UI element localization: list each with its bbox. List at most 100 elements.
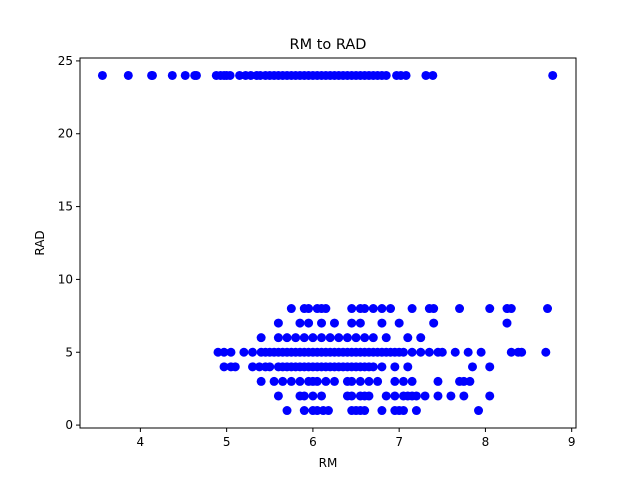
data-point	[312, 376, 322, 386]
point-layer	[97, 70, 558, 416]
data-point	[401, 70, 411, 80]
data-point	[502, 318, 512, 328]
data-point	[548, 70, 558, 80]
chart-title: RM to RAD	[290, 37, 367, 53]
x-tick-label: 8	[482, 435, 490, 449]
data-point	[256, 333, 266, 343]
data-point	[368, 362, 378, 372]
data-point	[273, 318, 283, 328]
data-point	[265, 362, 275, 372]
tick-layer: 4 5 6 7 8 9 0 5 10 15 20 25	[58, 54, 576, 449]
data-point	[278, 376, 288, 386]
data-point	[97, 70, 107, 80]
data-point	[459, 391, 469, 401]
data-point	[429, 304, 439, 314]
data-point	[360, 333, 370, 343]
data-point	[416, 347, 426, 357]
data-point	[219, 347, 229, 357]
data-point	[428, 70, 438, 80]
data-point	[420, 391, 430, 401]
data-point	[360, 304, 370, 314]
data-point	[304, 318, 314, 328]
data-point	[286, 304, 296, 314]
data-point	[368, 304, 378, 314]
data-point	[323, 406, 333, 416]
data-point	[334, 333, 344, 343]
data-point	[226, 347, 236, 357]
data-point	[381, 333, 391, 343]
data-point	[455, 304, 465, 314]
data-point	[390, 376, 400, 386]
data-point	[433, 391, 443, 401]
data-point	[239, 347, 249, 357]
data-point	[347, 376, 357, 386]
data-point	[347, 318, 357, 328]
x-axis-label: RM	[319, 456, 338, 470]
data-point	[377, 406, 387, 416]
data-point	[377, 304, 387, 314]
data-point	[342, 333, 352, 343]
data-point	[360, 406, 370, 416]
x-tick-label: 4	[137, 435, 145, 449]
data-point	[398, 347, 408, 357]
data-point	[474, 406, 484, 416]
data-point	[282, 406, 292, 416]
data-point	[308, 391, 318, 401]
data-point	[398, 376, 408, 386]
data-point	[467, 362, 477, 372]
data-point	[355, 376, 365, 386]
data-point	[180, 70, 190, 80]
data-point	[506, 347, 516, 357]
data-point	[390, 391, 400, 401]
data-point	[421, 70, 431, 80]
data-point	[321, 304, 331, 314]
data-point	[273, 333, 283, 343]
data-point	[347, 304, 357, 314]
data-point	[429, 318, 439, 328]
data-point	[351, 333, 361, 343]
data-point	[325, 333, 335, 343]
data-point	[394, 318, 404, 328]
data-point	[347, 391, 357, 401]
data-point	[407, 347, 417, 357]
data-point	[381, 391, 391, 401]
data-point	[485, 391, 495, 401]
data-point	[269, 376, 279, 386]
data-point	[123, 70, 133, 80]
data-point	[437, 347, 447, 357]
data-point	[411, 406, 421, 416]
x-tick-label: 6	[309, 435, 317, 449]
data-point	[225, 70, 235, 80]
x-tick-label: 5	[223, 435, 231, 449]
data-point	[424, 347, 434, 357]
data-point	[291, 333, 301, 343]
data-point	[299, 406, 309, 416]
data-point	[381, 70, 391, 80]
data-point	[465, 376, 475, 386]
y-tick-label: 20	[58, 127, 73, 141]
data-point	[248, 347, 258, 357]
data-point	[230, 362, 240, 372]
data-point	[390, 362, 400, 372]
data-point	[377, 318, 387, 328]
data-point	[317, 333, 327, 343]
data-point	[167, 70, 177, 80]
data-point	[329, 318, 339, 328]
y-tick-label: 25	[58, 54, 73, 68]
data-point	[416, 333, 426, 343]
data-point	[463, 347, 473, 357]
data-point	[299, 333, 309, 343]
data-point	[476, 347, 486, 357]
x-tick-label: 7	[395, 435, 403, 449]
data-point	[286, 376, 296, 386]
data-point	[386, 304, 396, 314]
data-point	[329, 376, 339, 386]
data-point	[355, 318, 365, 328]
data-point	[308, 333, 318, 343]
y-axis-label: RAD	[33, 230, 47, 255]
data-point	[282, 333, 292, 343]
data-point	[407, 376, 417, 386]
data-point	[321, 376, 331, 386]
data-point	[398, 406, 408, 416]
